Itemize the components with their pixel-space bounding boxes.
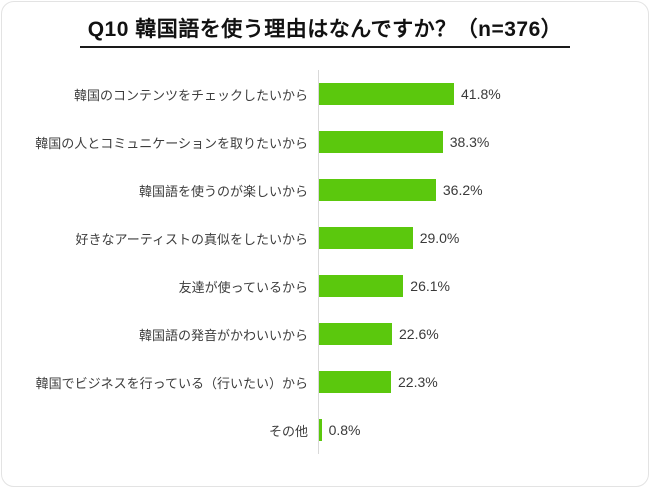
value-label: 22.6% (399, 326, 439, 342)
bar (319, 131, 443, 153)
plot-cell: 36.2% (318, 166, 648, 214)
bar (319, 83, 454, 105)
category-label: 好きなアーティストの真似をしたいから (75, 231, 308, 247)
plot-cell: 29.0% (318, 214, 648, 262)
plot-cell: 38.3% (318, 118, 648, 166)
category-label: 韓国語を使うのが楽しいから (138, 183, 308, 199)
category-label: 韓国語の発音がかわいいから (138, 327, 308, 343)
category-label: その他 (268, 423, 308, 439)
plot-cell: 41.8% (318, 70, 648, 118)
chart-row: 韓国の人とコミュニケーションを取りたいから 38.3% (2, 118, 648, 166)
plot-cell: 0.8% (318, 406, 648, 454)
bar (319, 419, 322, 441)
value-label: 38.3% (449, 134, 490, 150)
chart-row: 韓国語の発音がかわいいから 22.6% (2, 310, 648, 358)
category-label: 友達が使っているから (178, 279, 308, 295)
horizontal-bar-chart: 韓国のコンテンツをチェックしたいから 41.8% 韓国の人とコミュニケーションを取り… (2, 70, 648, 454)
chart-row: 韓国語を使うのが楽しいから 36.2% (2, 166, 648, 214)
category-label: 韓国のコンテンツをチェックしたいから (73, 87, 308, 103)
bar (319, 371, 391, 393)
chart-row: 友達が使っているから 26.1% (2, 262, 648, 310)
chart-row: その他 0.8% (2, 406, 648, 454)
bar (319, 227, 413, 249)
plot-cell: 22.3% (318, 358, 648, 406)
category-label: 韓国でビジネスを行っている（行いたい）から (35, 375, 308, 391)
value-label: 26.1% (410, 278, 450, 294)
chart-row: 韓国でビジネスを行っている（行いたい）から 22.3% (2, 358, 648, 406)
value-label: 29.0% (419, 230, 460, 246)
chart-row: 好きなアーティストの真似をしたいから 29.0% (2, 214, 648, 262)
bar (319, 275, 404, 297)
plot-cell: 22.6% (318, 310, 648, 358)
value-label: 22.3% (398, 374, 438, 390)
value-label: 36.2% (442, 182, 483, 198)
bar (319, 179, 436, 201)
chart-title: Q10 韓国語を使う理由はなんですか？（n=376） (79, 13, 571, 48)
value-label: 0.8% (328, 422, 361, 438)
plot-cell: 26.1% (318, 262, 648, 310)
title-container: Q10 韓国語を使う理由はなんですか？（n=376） (2, 2, 648, 48)
chart-row: 韓国のコンテンツをチェックしたいから 41.8% (2, 70, 648, 118)
category-label: 韓国の人とコミュニケーションを取りたいから (35, 135, 308, 151)
bar (319, 323, 392, 345)
value-label: 41.8% (461, 86, 501, 102)
